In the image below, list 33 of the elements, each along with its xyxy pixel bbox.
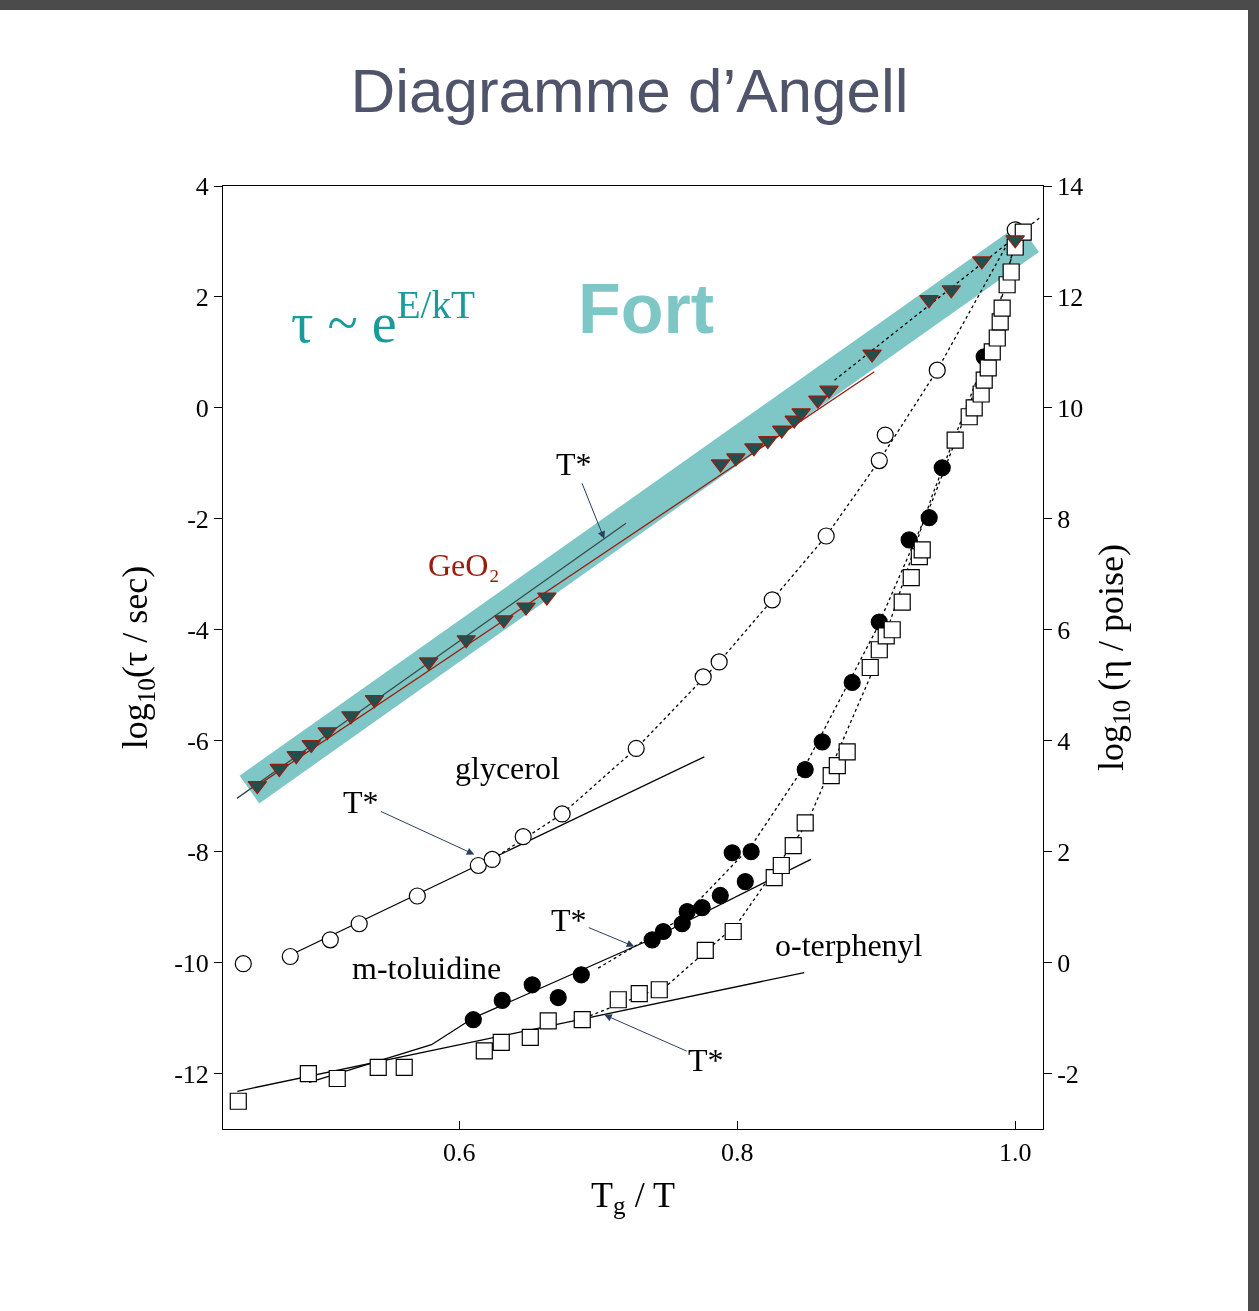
annotation: T* — [551, 902, 587, 938]
annotation: T* — [688, 1042, 724, 1078]
x-tick-label: 1.0 — [998, 1138, 1032, 1168]
y2-tick-label: 6 — [1057, 615, 1071, 645]
y2-tick-label: 10 — [1057, 393, 1084, 423]
y2-tick-label: 0 — [1057, 948, 1071, 978]
y-tick-label: -2 — [187, 504, 209, 534]
x-axis-title: T$_{g}$ / T — [591, 1174, 675, 1220]
y-tick-label: -10 — [174, 948, 209, 978]
y2-tick-label: 14 — [1057, 172, 1084, 202]
annotation: τ ~ e$^{E/kT}$ — [291, 283, 476, 354]
x-tick-label: 0.6 — [443, 1138, 476, 1168]
y-tick-label: -8 — [187, 837, 209, 867]
y2-tick-label: 8 — [1057, 504, 1071, 534]
series-label: GeO₂ — [428, 547, 500, 583]
annotation: Fort — [578, 270, 715, 348]
y2-tick-label: 4 — [1057, 726, 1071, 756]
y-tick-label: -4 — [187, 615, 209, 645]
y2-tick-label: 12 — [1057, 283, 1084, 313]
annotation: T* — [343, 784, 379, 820]
y2-tick-label: -2 — [1057, 1059, 1079, 1089]
series-label: glycerol — [455, 750, 560, 786]
x-tick-label: 0.8 — [720, 1138, 754, 1168]
annotation: T* — [556, 446, 592, 482]
chart-title: Diagramme d’Angell — [350, 55, 909, 125]
series-label: o-terphenyl — [775, 927, 923, 963]
y2-tick-label: 2 — [1057, 837, 1071, 867]
y-tick-label: 4 — [195, 172, 209, 202]
y-tick-label: -6 — [187, 726, 209, 756]
series-label: m-toluidine — [352, 950, 502, 986]
y-tick-label: 2 — [195, 283, 209, 313]
y-tick-label: -12 — [174, 1059, 209, 1089]
y-tick-label: 0 — [195, 393, 209, 423]
